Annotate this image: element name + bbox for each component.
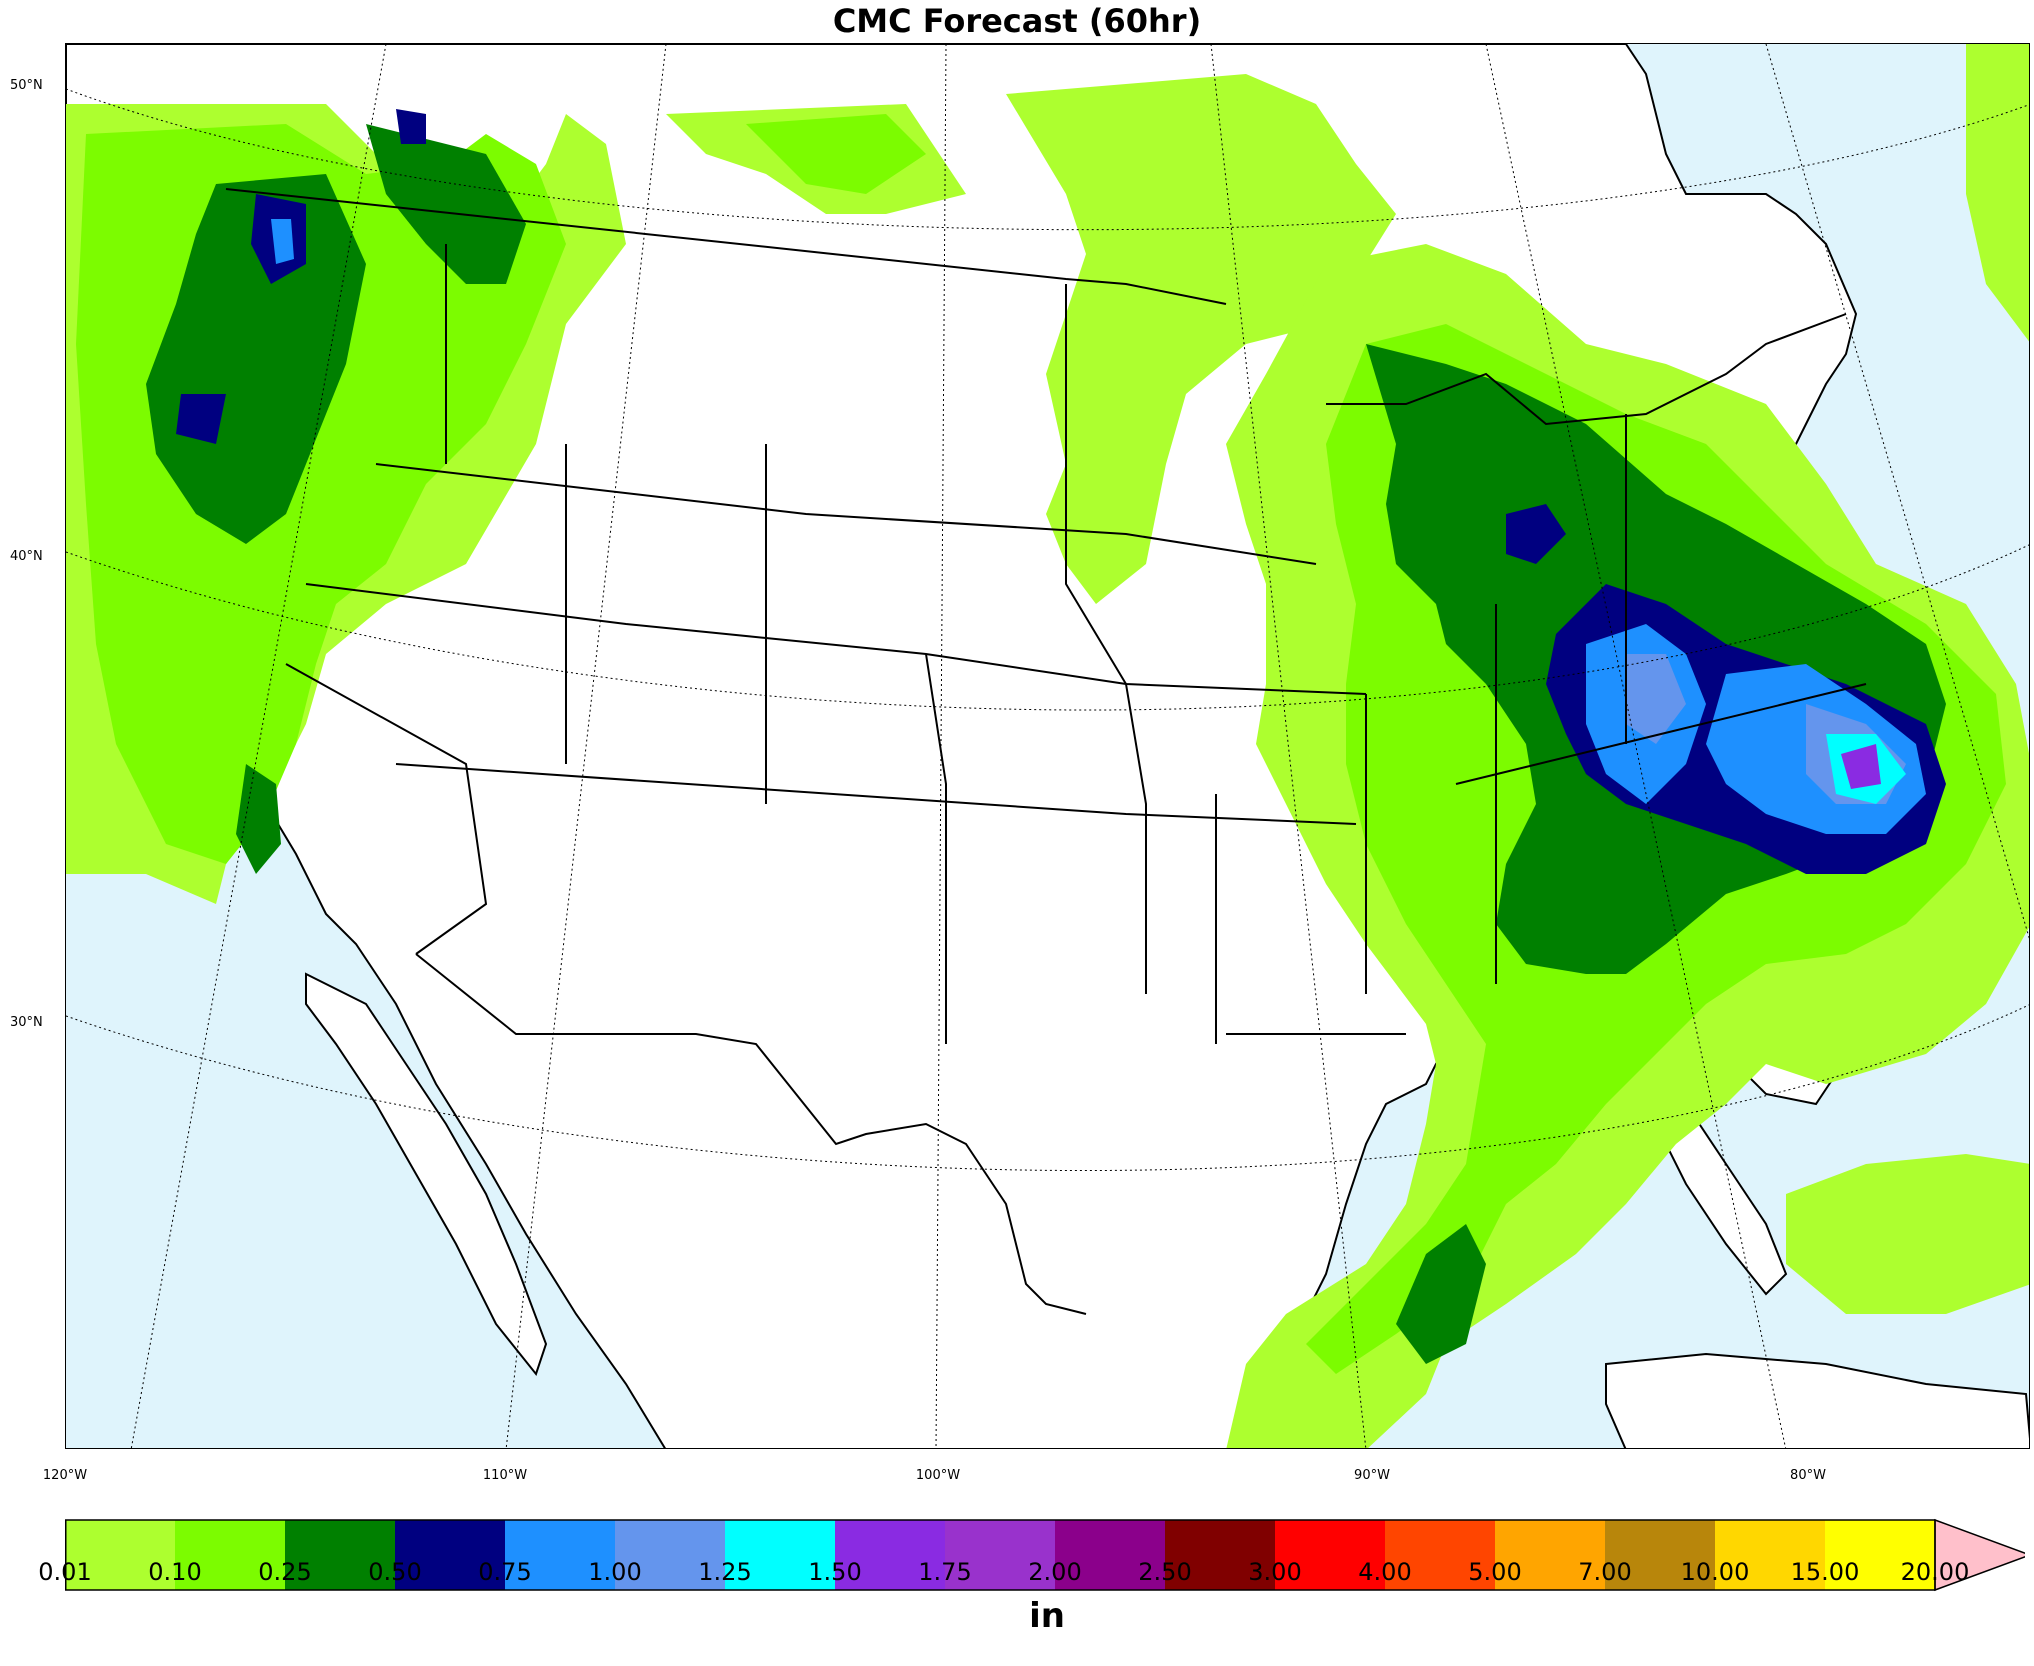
colorbar-segment [505, 1520, 615, 1590]
colorbar-segment [1715, 1520, 1825, 1590]
lat-label-40n: 40°N [10, 549, 43, 564]
colorbar-segment [1055, 1520, 1165, 1590]
colorbar-tick-label: 1.25 [698, 1558, 752, 1586]
precip-contours [66, 44, 2029, 1448]
precipitation-map [65, 43, 2030, 1449]
map-title: CMC Forecast (60hr) [832, 2, 1202, 40]
colorbar-tick-label: 1.00 [588, 1558, 642, 1586]
colorbar-tick-label: 0.10 [148, 1558, 202, 1586]
colorbar-segment [1825, 1520, 1935, 1590]
colorbar-segment [65, 1520, 175, 1590]
colorbar-segment [615, 1520, 725, 1590]
cuba [1605, 1352, 2029, 1448]
colorbar-segment [285, 1520, 395, 1590]
colorbar-segment [1165, 1520, 1275, 1590]
graticule [66, 44, 2029, 1448]
colorbar-tick-label: 20.00 [1900, 1558, 1970, 1586]
colorbar-tick-label: 5.00 [1468, 1558, 1522, 1586]
colorbar-tick-label: 7.00 [1578, 1558, 1632, 1586]
colorbar-tick-label: 0.01 [38, 1558, 92, 1586]
colorbar-tick-label: 3.00 [1248, 1558, 1302, 1586]
lat-label-50n: 50°N [10, 78, 43, 93]
colorbar-tick-label: 2.50 [1138, 1558, 1192, 1586]
political-boundaries [225, 188, 1867, 1315]
baja-california [305, 972, 548, 1377]
lon-label-80w: 80°W [1790, 1468, 1826, 1483]
colorbar-segment [1385, 1520, 1495, 1590]
colorbar [65, 1518, 2033, 1597]
colorbar-segment [725, 1520, 835, 1590]
colorbar-tick-label: 0.25 [258, 1558, 312, 1586]
colorbar-tick-label: 2.00 [1028, 1558, 1082, 1586]
colorbar-segment [1605, 1520, 1715, 1590]
colorbar-tick-label: 10.00 [1680, 1558, 1750, 1586]
lon-label-110w: 110°W [482, 1468, 528, 1483]
colorbar-segment [175, 1520, 285, 1590]
lat-label-30n: 30°N [10, 1015, 43, 1030]
colorbar-tick-label: 1.75 [918, 1558, 972, 1586]
colorbar-segment [945, 1520, 1055, 1590]
colorbar-tick-label: 15.00 [1790, 1558, 1860, 1586]
colorbar-outline [65, 1519, 1936, 1591]
colorbar-units: in [1029, 1596, 1065, 1636]
colorbar-tick-label: 0.50 [368, 1558, 422, 1586]
colorbar-tick-label: 1.50 [808, 1558, 862, 1586]
lon-label-90w: 90°W [1354, 1468, 1390, 1483]
colorbar-tick-label: 4.00 [1358, 1558, 1412, 1586]
colorbar-tick-label: 0.75 [478, 1558, 532, 1586]
colorbar-segment [395, 1520, 505, 1590]
colorbar-segment [835, 1520, 945, 1590]
lon-label-100w: 100°W [915, 1468, 961, 1483]
lon-label-120w: 120°W [42, 1468, 88, 1483]
colorbar-segment [1495, 1520, 1605, 1590]
colorbar-segment [1275, 1520, 1385, 1590]
